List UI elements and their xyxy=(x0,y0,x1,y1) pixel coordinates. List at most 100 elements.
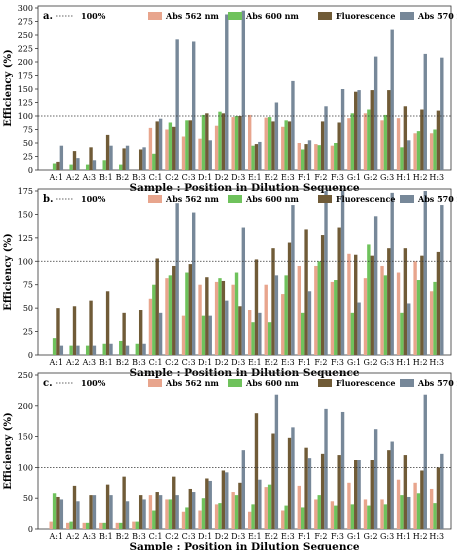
bar-abs-570-nm xyxy=(340,89,345,170)
bar-abs-570-nm xyxy=(291,80,295,170)
bar-abs-600-nm xyxy=(52,338,57,355)
bar-abs-562-nm xyxy=(413,261,417,355)
y-tick-label: 50 xyxy=(23,494,33,503)
bar-abs-600-nm xyxy=(69,164,73,170)
bar-abs-562-nm xyxy=(380,499,384,529)
bar-fluorescence xyxy=(287,437,292,529)
x-tick-label: A:2 xyxy=(65,532,80,541)
y-tick-label: 100 xyxy=(18,463,33,472)
bar-abs-570-nm xyxy=(373,216,378,355)
bar-abs-600-nm xyxy=(52,163,57,170)
x-tick-label: A:1 xyxy=(48,532,63,541)
x-tick-label: G:2 xyxy=(363,532,377,541)
bar-abs-570-nm xyxy=(76,158,80,170)
bar-fluorescence xyxy=(138,310,143,355)
bar-fluorescence xyxy=(122,476,126,529)
bar-abs-600-nm xyxy=(400,147,404,170)
bar-abs-562-nm xyxy=(181,511,186,529)
bar-fluorescence xyxy=(188,488,192,529)
bar-abs-562-nm xyxy=(165,278,169,355)
y-axis-title: Efficiency (%) xyxy=(3,412,14,490)
bar-abs-562-nm xyxy=(198,138,202,170)
bar-abs-570-nm xyxy=(175,39,179,170)
bar-fluorescence xyxy=(387,90,391,170)
x-tick-label: H:2 xyxy=(413,173,428,182)
x-tick-label: D:3 xyxy=(231,173,245,182)
bar-fluorescence xyxy=(387,450,391,529)
bar-abs-600-nm xyxy=(416,493,421,529)
bar-abs-570-nm xyxy=(92,495,97,529)
bar-abs-600-nm xyxy=(284,275,288,355)
bar-abs-570-nm xyxy=(390,29,394,170)
x-tick-label: C:3 xyxy=(182,358,196,367)
bar-abs-570-nm xyxy=(208,315,212,355)
bar-fluorescence xyxy=(287,121,292,170)
bar-abs-600-nm xyxy=(185,507,189,529)
bar-abs-562-nm xyxy=(281,510,285,529)
x-tick-label: G:1 xyxy=(347,358,361,367)
bar-abs-600-nm xyxy=(350,113,355,170)
bar-fluorescence xyxy=(387,248,391,355)
bar-fluorescence xyxy=(138,495,143,529)
bar-fluorescence xyxy=(420,255,424,355)
legend-swatch xyxy=(148,379,162,387)
bar-abs-600-nm xyxy=(251,322,255,355)
bar-fluorescence xyxy=(403,455,408,529)
bar-abs-570-nm xyxy=(274,102,279,170)
bar-abs-600-nm xyxy=(267,322,272,355)
bar-abs-600-nm xyxy=(383,114,388,170)
bar-abs-562-nm xyxy=(214,125,219,170)
x-tick-label: E:2 xyxy=(265,532,279,541)
bar-abs-562-nm xyxy=(363,278,368,355)
x-tick-label: G:3 xyxy=(380,358,394,367)
bar-abs-570-nm xyxy=(191,492,196,529)
bar-abs-570-nm xyxy=(59,499,64,529)
bar-abs-600-nm xyxy=(367,109,371,170)
legend-swatch xyxy=(228,12,242,20)
bar-abs-562-nm xyxy=(396,118,401,170)
x-tick-label: G:2 xyxy=(363,358,377,367)
bar-abs-562-nm xyxy=(314,499,318,529)
x-tick-label: C:3 xyxy=(182,532,196,541)
bar-abs-570-nm xyxy=(142,343,146,355)
x-tick-label: H:3 xyxy=(429,358,444,367)
x-tick-label: A:3 xyxy=(82,358,97,367)
x-tick-label: E:3 xyxy=(281,173,295,182)
bar-abs-600-nm xyxy=(234,495,239,529)
legend-label: Abs 600 nm xyxy=(245,11,299,21)
bar-fluorescence xyxy=(122,148,126,170)
bar-abs-562-nm xyxy=(247,511,252,529)
x-tick-label: E:2 xyxy=(265,173,279,182)
x-tick-label: A:2 xyxy=(65,358,80,367)
x-tick-label: B:3 xyxy=(132,173,146,182)
bar-abs-570-nm xyxy=(291,205,295,355)
bar-abs-562-nm xyxy=(330,501,335,529)
bar-fluorescence xyxy=(320,121,325,170)
bar-fluorescence xyxy=(304,144,308,170)
bar-abs-562-nm xyxy=(99,522,103,529)
bar-fluorescence xyxy=(370,255,374,355)
bar-fluorescence xyxy=(354,254,358,355)
bar-abs-600-nm xyxy=(284,120,288,170)
bar-abs-570-nm xyxy=(241,450,246,529)
x-tick-label: E:1 xyxy=(248,532,262,541)
bar-abs-562-nm xyxy=(330,281,335,355)
bar-fluorescence xyxy=(155,492,159,529)
x-tick-label: H:1 xyxy=(396,358,411,367)
bar-abs-562-nm xyxy=(297,485,302,529)
x-tick-label: B:2 xyxy=(116,532,130,541)
bar-abs-600-nm xyxy=(185,272,189,355)
bar-abs-570-nm xyxy=(258,312,262,355)
bar-abs-600-nm xyxy=(218,278,222,355)
bar-abs-570-nm xyxy=(407,303,411,355)
bar-abs-570-nm xyxy=(92,160,97,170)
bar-fluorescence xyxy=(320,235,325,355)
bar-abs-600-nm xyxy=(168,275,173,355)
x-tick-label: D:1 xyxy=(198,532,212,541)
bar-abs-570-nm xyxy=(258,479,262,529)
bar-abs-562-nm xyxy=(115,522,120,529)
bar-fluorescence xyxy=(72,151,77,170)
y-tick-label: 25 xyxy=(23,153,33,162)
legend-label: Abs 570 nm xyxy=(417,194,457,204)
x-tick-label: G:2 xyxy=(363,173,377,182)
